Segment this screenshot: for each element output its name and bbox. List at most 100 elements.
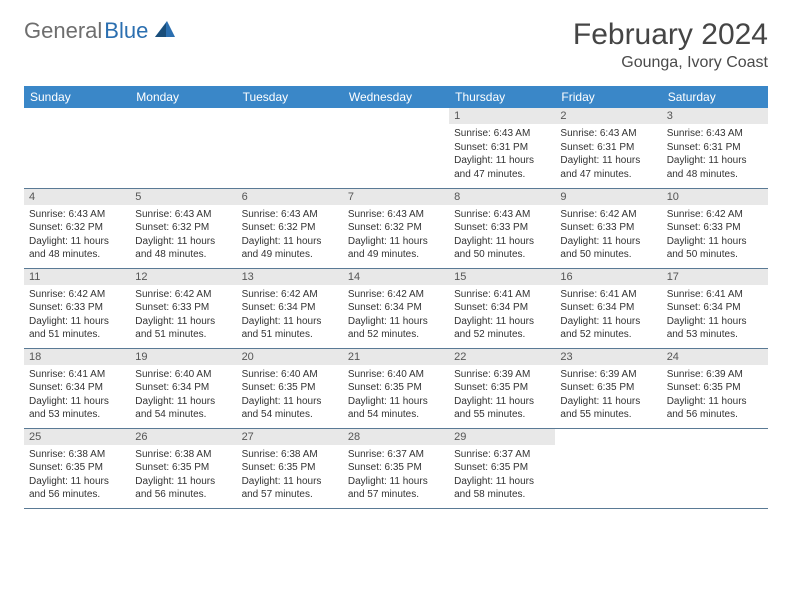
day-number: 29 [449,429,555,445]
weekday-header: Monday [130,86,236,108]
day-number: 15 [449,269,555,285]
daylight-text: Daylight: 11 hours and 50 minutes. [667,235,763,262]
sunrise-text: Sunrise: 6:38 AM [242,448,338,462]
daylight-text: Daylight: 11 hours and 52 minutes. [560,315,656,342]
day-cell: 6Sunrise: 6:43 AMSunset: 6:32 PMDaylight… [237,188,343,268]
calendar-table: Sunday Monday Tuesday Wednesday Thursday… [24,86,768,509]
day-number: 22 [449,349,555,365]
day-cell: 11Sunrise: 6:42 AMSunset: 6:33 PMDayligh… [24,268,130,348]
sunset-text: Sunset: 6:34 PM [667,301,763,315]
daylight-text: Daylight: 11 hours and 57 minutes. [242,475,338,502]
logo: General Blue [24,18,177,44]
sunset-text: Sunset: 6:35 PM [29,461,125,475]
sunrise-text: Sunrise: 6:42 AM [348,288,444,302]
day-details: Sunrise: 6:38 AMSunset: 6:35 PMDaylight:… [24,445,130,505]
sunset-text: Sunset: 6:34 PM [454,301,550,315]
day-number: 19 [130,349,236,365]
day-details: Sunrise: 6:42 AMSunset: 6:33 PMDaylight:… [24,285,130,345]
day-cell: 13Sunrise: 6:42 AMSunset: 6:34 PMDayligh… [237,268,343,348]
day-details: Sunrise: 6:43 AMSunset: 6:31 PMDaylight:… [555,124,661,184]
daylight-text: Daylight: 11 hours and 58 minutes. [454,475,550,502]
daylight-text: Daylight: 11 hours and 50 minutes. [454,235,550,262]
day-number: 24 [662,349,768,365]
location: Gounga, Ivory Coast [573,54,768,72]
day-cell: 3Sunrise: 6:43 AMSunset: 6:31 PMDaylight… [662,108,768,188]
sunrise-text: Sunrise: 6:41 AM [667,288,763,302]
day-number: 10 [662,189,768,205]
day-cell: 28Sunrise: 6:37 AMSunset: 6:35 PMDayligh… [343,428,449,508]
sunset-text: Sunset: 6:31 PM [560,141,656,155]
daylight-text: Daylight: 11 hours and 47 minutes. [454,154,550,181]
sunrise-text: Sunrise: 6:38 AM [29,448,125,462]
day-details: Sunrise: 6:43 AMSunset: 6:32 PMDaylight:… [130,205,236,265]
day-cell: 17Sunrise: 6:41 AMSunset: 6:34 PMDayligh… [662,268,768,348]
day-number: 23 [555,349,661,365]
sunrise-text: Sunrise: 6:40 AM [135,368,231,382]
day-details: Sunrise: 6:41 AMSunset: 6:34 PMDaylight:… [662,285,768,345]
day-number: 16 [555,269,661,285]
sunrise-text: Sunrise: 6:37 AM [348,448,444,462]
week-row: 1Sunrise: 6:43 AMSunset: 6:31 PMDaylight… [24,108,768,188]
day-number: 8 [449,189,555,205]
day-number: 1 [449,108,555,124]
day-cell: 24Sunrise: 6:39 AMSunset: 6:35 PMDayligh… [662,348,768,428]
day-number: 20 [237,349,343,365]
sunrise-text: Sunrise: 6:41 AM [560,288,656,302]
sunset-text: Sunset: 6:33 PM [560,221,656,235]
day-details: Sunrise: 6:37 AMSunset: 6:35 PMDaylight:… [449,445,555,505]
day-details: Sunrise: 6:42 AMSunset: 6:33 PMDaylight:… [555,205,661,265]
day-details: Sunrise: 6:43 AMSunset: 6:32 PMDaylight:… [343,205,449,265]
sunrise-text: Sunrise: 6:40 AM [242,368,338,382]
day-cell [555,428,661,508]
sunrise-text: Sunrise: 6:42 AM [560,208,656,222]
day-cell: 12Sunrise: 6:42 AMSunset: 6:33 PMDayligh… [130,268,236,348]
day-cell: 5Sunrise: 6:43 AMSunset: 6:32 PMDaylight… [130,188,236,268]
logo-text-blue: Blue [104,18,148,44]
day-number: 12 [130,269,236,285]
daylight-text: Daylight: 11 hours and 57 minutes. [348,475,444,502]
daylight-text: Daylight: 11 hours and 48 minutes. [135,235,231,262]
daylight-text: Daylight: 11 hours and 54 minutes. [348,395,444,422]
day-number: 13 [237,269,343,285]
day-cell: 7Sunrise: 6:43 AMSunset: 6:32 PMDaylight… [343,188,449,268]
sunset-text: Sunset: 6:33 PM [135,301,231,315]
sunset-text: Sunset: 6:35 PM [348,381,444,395]
day-details: Sunrise: 6:37 AMSunset: 6:35 PMDaylight:… [343,445,449,505]
day-details: Sunrise: 6:41 AMSunset: 6:34 PMDaylight:… [555,285,661,345]
day-cell: 22Sunrise: 6:39 AMSunset: 6:35 PMDayligh… [449,348,555,428]
day-number: 26 [130,429,236,445]
daylight-text: Daylight: 11 hours and 55 minutes. [454,395,550,422]
day-details: Sunrise: 6:41 AMSunset: 6:34 PMDaylight:… [449,285,555,345]
day-details: Sunrise: 6:42 AMSunset: 6:34 PMDaylight:… [343,285,449,345]
day-number: 2 [555,108,661,124]
day-cell: 23Sunrise: 6:39 AMSunset: 6:35 PMDayligh… [555,348,661,428]
sunrise-text: Sunrise: 6:43 AM [242,208,338,222]
sunrise-text: Sunrise: 6:38 AM [135,448,231,462]
daylight-text: Daylight: 11 hours and 52 minutes. [454,315,550,342]
day-cell: 19Sunrise: 6:40 AMSunset: 6:34 PMDayligh… [130,348,236,428]
daylight-text: Daylight: 11 hours and 48 minutes. [667,154,763,181]
day-number: 17 [662,269,768,285]
sunset-text: Sunset: 6:34 PM [348,301,444,315]
day-number: 27 [237,429,343,445]
day-details: Sunrise: 6:40 AMSunset: 6:35 PMDaylight:… [237,365,343,425]
day-details: Sunrise: 6:43 AMSunset: 6:31 PMDaylight:… [662,124,768,184]
sunrise-text: Sunrise: 6:43 AM [29,208,125,222]
day-cell: 10Sunrise: 6:42 AMSunset: 6:33 PMDayligh… [662,188,768,268]
daylight-text: Daylight: 11 hours and 49 minutes. [242,235,338,262]
title-block: February 2024 Gounga, Ivory Coast [573,18,768,72]
day-cell: 4Sunrise: 6:43 AMSunset: 6:32 PMDaylight… [24,188,130,268]
weekday-header: Friday [555,86,661,108]
daylight-text: Daylight: 11 hours and 51 minutes. [135,315,231,342]
day-details: Sunrise: 6:43 AMSunset: 6:32 PMDaylight:… [24,205,130,265]
sunset-text: Sunset: 6:34 PM [242,301,338,315]
day-details: Sunrise: 6:42 AMSunset: 6:33 PMDaylight:… [130,285,236,345]
week-row: 18Sunrise: 6:41 AMSunset: 6:34 PMDayligh… [24,348,768,428]
sunset-text: Sunset: 6:31 PM [454,141,550,155]
sunrise-text: Sunrise: 6:39 AM [560,368,656,382]
sunrise-text: Sunrise: 6:39 AM [454,368,550,382]
daylight-text: Daylight: 11 hours and 56 minutes. [667,395,763,422]
sunset-text: Sunset: 6:34 PM [560,301,656,315]
day-cell: 29Sunrise: 6:37 AMSunset: 6:35 PMDayligh… [449,428,555,508]
day-details: Sunrise: 6:39 AMSunset: 6:35 PMDaylight:… [662,365,768,425]
